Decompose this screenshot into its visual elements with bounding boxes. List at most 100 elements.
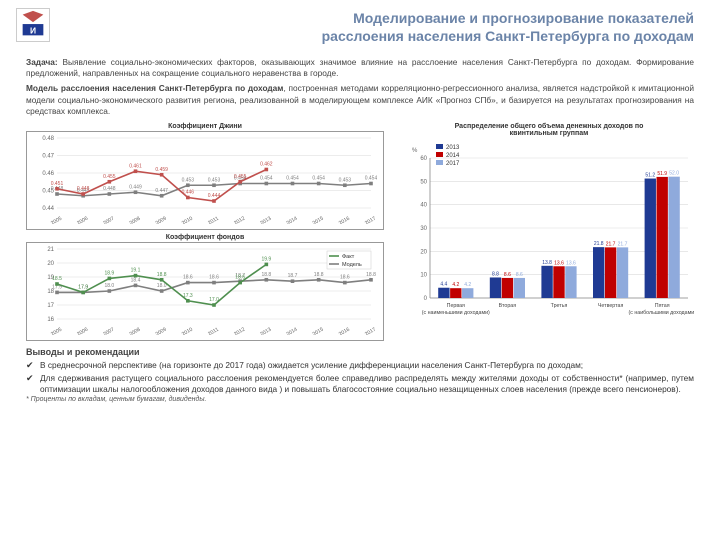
svg-text:8.6: 8.6 [516,272,523,278]
svg-text:0.44: 0.44 [42,206,54,212]
funds-title: Коэффициент фондов [26,234,384,241]
svg-text:18.7: 18.7 [288,273,298,279]
svg-text:17.3: 17.3 [183,293,193,299]
svg-text:0: 0 [424,296,428,302]
svg-text:2016: 2016 [338,216,351,224]
svg-text:2005: 2005 [50,216,63,224]
svg-text:16: 16 [47,317,54,323]
svg-text:18.6: 18.6 [209,275,219,281]
svg-text:%: % [412,148,418,154]
footnote: * Проценты по вкладам, ценным бумагам, д… [26,396,694,403]
title-line1: Моделирование и прогнозирование показате… [26,10,694,28]
svg-text:0.453: 0.453 [208,177,221,183]
conclusions-list: В среднесрочной перспективе (на горизонт… [26,360,694,394]
svg-text:0.454: 0.454 [286,175,299,181]
svg-text:0.454: 0.454 [312,175,325,181]
svg-text:17: 17 [47,303,54,309]
svg-text:18.5: 18.5 [52,276,62,282]
svg-text:Модель: Модель [342,262,362,268]
svg-text:0.47: 0.47 [42,153,54,159]
svg-text:18.4: 18.4 [131,277,141,283]
svg-text:0.459: 0.459 [155,167,168,173]
svg-text:2005: 2005 [50,327,63,335]
svg-text:20: 20 [420,249,427,255]
svg-text:2009: 2009 [155,216,168,224]
gini-title: Коэффициент Джини [26,123,384,130]
svg-text:2015: 2015 [312,327,325,335]
svg-text:21.8: 21.8 [594,241,604,247]
svg-text:51.9: 51.9 [657,171,667,177]
quintile-block: Распределение общего объема денежных дох… [404,123,694,341]
svg-text:2014: 2014 [446,153,460,159]
svg-text:18.6: 18.6 [340,275,350,281]
svg-text:0.455: 0.455 [234,174,247,180]
svg-text:И: И [30,25,36,35]
charts-row: Коэффициент Джини 0.440.450.460.470.4820… [26,123,694,341]
bullet-2: Для сдерживания растущего социального ра… [26,373,694,395]
quintile-chart: 0102030405060%Первая(с наименьшими доход… [404,138,694,331]
svg-text:2016: 2016 [338,327,351,335]
svg-text:0.444: 0.444 [208,193,221,199]
svg-text:60: 60 [420,156,427,162]
svg-text:21.7: 21.7 [606,241,616,247]
title-line2: расслоения населения Санкт-Петербурга по… [26,28,694,46]
svg-text:2013: 2013 [259,216,272,224]
svg-text:4.2: 4.2 [464,282,471,288]
svg-text:18.9: 18.9 [104,270,114,276]
svg-text:10: 10 [420,273,427,279]
svg-text:8.6: 8.6 [504,272,511,278]
svg-text:50: 50 [420,179,427,185]
svg-text:18.8: 18.8 [261,272,271,278]
funds-chart: 1617181920212005200620072008200920102011… [26,242,384,341]
task-label: Задача: [26,57,58,67]
svg-text:Четвертая: Четвертая [598,303,624,309]
gini-block: Коэффициент Джини 0.440.450.460.470.4820… [26,123,384,230]
svg-text:13.8: 13.8 [542,260,552,266]
svg-text:0.455: 0.455 [103,174,116,180]
task-paragraph: Задача: Выявление социально-экономически… [26,57,694,79]
svg-text:18.6: 18.6 [235,275,245,281]
svg-text:18.8: 18.8 [314,272,324,278]
svg-text:Факт: Факт [342,254,355,260]
svg-text:17.9: 17.9 [78,284,88,290]
logo-badge: И [16,8,50,42]
svg-text:2010: 2010 [181,327,194,335]
svg-text:52.0: 52.0 [669,171,679,177]
svg-text:0.454: 0.454 [365,175,377,181]
svg-text:2006: 2006 [76,216,89,224]
svg-text:2012: 2012 [233,327,246,335]
svg-text:2011: 2011 [207,216,220,224]
svg-text:20: 20 [47,261,54,267]
svg-text:0.449: 0.449 [129,184,142,190]
slide-title: Моделирование и прогнозирование показате… [26,10,694,45]
svg-text:0.462: 0.462 [260,161,273,167]
svg-text:18.0: 18.0 [104,283,114,289]
quintile-title: Распределение общего объема денежных дох… [404,123,694,137]
svg-text:Вторая: Вторая [499,303,517,309]
svg-text:19.1: 19.1 [131,268,141,274]
svg-text:2014: 2014 [286,216,299,224]
svg-text:2006: 2006 [76,327,89,335]
svg-text:0.48: 0.48 [42,136,54,142]
svg-text:(с наименьшими доходами): (с наименьшими доходами) [422,310,490,316]
svg-text:18.6: 18.6 [183,275,193,281]
svg-text:2014: 2014 [286,327,299,335]
svg-text:0.448: 0.448 [103,186,116,192]
svg-text:18.8: 18.8 [366,272,376,278]
svg-text:2011: 2011 [207,327,220,335]
svg-text:2008: 2008 [129,327,142,335]
svg-text:13.6: 13.6 [554,260,564,266]
svg-text:Пятая: Пятая [655,303,670,309]
svg-text:8.8: 8.8 [492,271,499,277]
gini-chart: 0.440.450.460.470.4820052006200720082009… [26,131,384,230]
svg-text:19.9: 19.9 [261,256,271,262]
svg-text:4.2: 4.2 [452,282,459,288]
svg-text:18.8: 18.8 [157,272,167,278]
svg-text:Первая: Первая [447,303,465,309]
svg-text:2017: 2017 [364,216,377,224]
left-charts: Коэффициент Джини 0.440.450.460.470.4820… [26,123,384,341]
conclusions-heading: Выводы и рекомендации [26,347,694,357]
svg-text:0.453: 0.453 [339,177,352,183]
svg-text:0.447: 0.447 [155,188,168,194]
svg-text:0.461: 0.461 [129,163,142,169]
